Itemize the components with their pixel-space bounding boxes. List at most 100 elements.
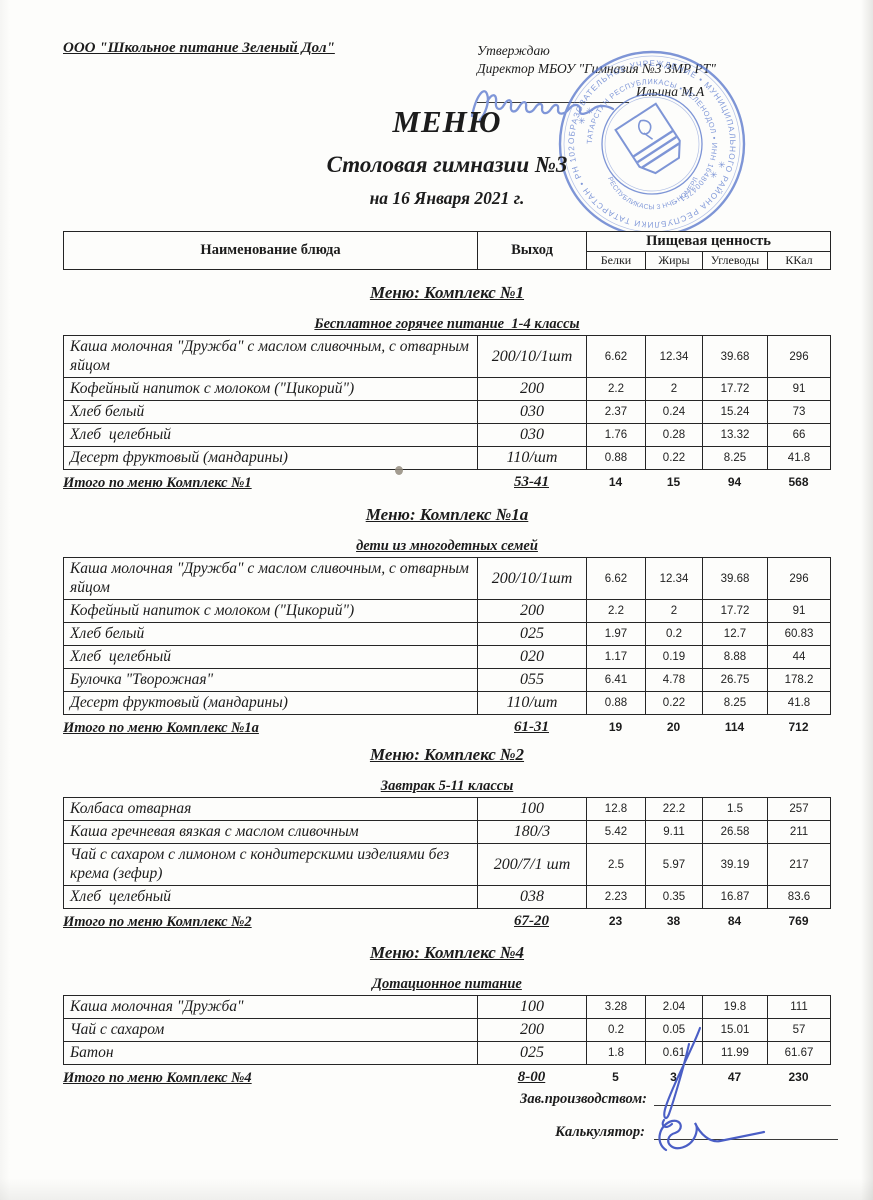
scan-speck (395, 466, 403, 475)
director-signature-scribble (470, 90, 615, 122)
protein-value: 0.88 (586, 691, 646, 715)
fat-value: 2 (645, 599, 703, 623)
dish-row: Хлеб целебный 020 1.17 0.19 8.88 44 (63, 645, 831, 669)
fat-value: 12.34 (645, 557, 703, 600)
dish-name: Хлеб белый (63, 400, 478, 424)
dish-name: Каша молочная "Дружба" с маслом сливочны… (63, 557, 478, 600)
production-manager-label: Зав.производством: (519, 1091, 647, 1107)
approver-name: Ильина М.А (636, 84, 705, 99)
dish-row: Кофейный напиток с молоком ("Цикорий") 20… (63, 599, 831, 623)
section-complex-1: Меню: Комплекс №1 Бесплатное горячее пит… (63, 283, 831, 496)
dish-name: Батон (63, 1041, 478, 1065)
total-carbs: 84 (727, 914, 742, 928)
total-label: Итого по меню Комплекс №1 (63, 475, 252, 491)
kcal-value: 83.6 (767, 885, 831, 909)
portion-output: 100 (477, 797, 587, 821)
carbs-value: 8.25 (702, 446, 768, 470)
portion-output: 020 (477, 645, 587, 669)
stamp-shield-emblem (614, 102, 681, 175)
kcal-value: 73 (767, 400, 831, 424)
dish-name: Хлеб целебный (63, 423, 478, 447)
kcal-value: 257 (767, 797, 831, 821)
total-fat: 38 (666, 914, 681, 928)
fat-value: 0.22 (645, 446, 703, 470)
kcal-value: 66 (767, 423, 831, 447)
dish-row: Хлеб белый 025 1.97 0.2 12.7 60.83 (63, 622, 831, 646)
section-title: Меню: Комплекс №1 (369, 283, 525, 302)
protein-value: 12.8 (586, 797, 646, 821)
kcal-value: 57 (767, 1018, 831, 1042)
total-kcal: 568 (788, 475, 809, 489)
portion-output: 030 (477, 400, 587, 424)
total-price: 61-31 (514, 719, 549, 735)
fat-value: 0.19 (645, 645, 703, 669)
carbs-value: 13.32 (702, 423, 768, 447)
production-manager-signature-line (654, 1105, 831, 1106)
fat-value: 0.35 (645, 885, 703, 909)
portion-output: 200/7/1 шт (477, 843, 587, 886)
fat-value: 0.2 (645, 622, 703, 646)
dish-row: Булочка "Творожная" 055 6.41 4.78 26.75 178.2 (63, 668, 831, 692)
dish-name: Каша молочная "Дружба" (63, 995, 478, 1019)
protein-value: 2.2 (586, 377, 646, 401)
dish-row: Каша молочная "Дружба" с маслом сливочны… (63, 335, 831, 378)
kcal-value: 217 (767, 843, 831, 886)
approve-director-line: Директор МБОУ "Гимназия №3 ЗМР РТ" (477, 61, 716, 76)
dish-name: Хлеб целебный (63, 645, 478, 669)
section-total-row: Итого по меню Комплекс №1 53-41 14 15 94… (63, 472, 831, 496)
section-complex-2: Меню: Комплекс №2 Завтрак 5-11 классы Ко… (63, 745, 831, 935)
kcal-value: 41.8 (767, 691, 831, 715)
dish-name: Колбаса отварная (63, 797, 478, 821)
kcal-value: 91 (767, 599, 831, 623)
kcal-value: 41.8 (767, 446, 831, 470)
kcal-value: 61.67 (767, 1041, 831, 1065)
kcal-value: 91 (767, 377, 831, 401)
protein-value: 2.5 (586, 843, 646, 886)
fat-value: 2 (645, 377, 703, 401)
total-kcal: 712 (788, 720, 809, 734)
kcal-value: 60.83 (767, 622, 831, 646)
total-carbs: 47 (727, 1070, 742, 1084)
protein-value: 2.23 (586, 885, 646, 909)
section-complex-1a: Меню: Комплекс №1а дети из многодетных с… (63, 505, 831, 741)
calculator-signature-line (654, 1139, 838, 1140)
carbs-value: 15.24 (702, 400, 768, 424)
menu-table: Колбаса отварная 100 12.8 22.2 1.5 257 Каша гр… (63, 797, 831, 909)
total-kcal: 769 (788, 914, 809, 928)
total-carbs: 94 (727, 475, 742, 489)
protein-value: 5.42 (586, 820, 646, 844)
portion-output: 100 (477, 995, 587, 1019)
fat-value: 4.78 (645, 668, 703, 692)
carbs-value: 8.25 (702, 691, 768, 715)
fat-value: 0.28 (645, 423, 703, 447)
protein-value: 6.41 (586, 668, 646, 692)
dish-row: Хлеб целебный 030 1.76 0.28 13.32 66 (63, 423, 831, 447)
protein-value: 1.17 (586, 645, 646, 669)
carbs-column-header: Углеводы (702, 251, 768, 270)
org-name: ООО "Школьное питание Зеленый Дол" (63, 40, 335, 56)
carbs-value: 17.72 (702, 599, 768, 623)
carbs-value: 16.87 (702, 885, 768, 909)
dish-name: Чай с сахаром (63, 1018, 478, 1042)
dish-row: Каша гречневая вязкая с маслом сливочным… (63, 820, 831, 844)
protein-value: 2.37 (586, 400, 646, 424)
page-title: МЕНЮ (392, 104, 502, 139)
menu-date: на 16 Января 2021 г. (369, 188, 525, 208)
carbs-value: 19.8 (702, 995, 768, 1019)
menu-table: Каша молочная "Дружба" 100 3.28 2.04 19.8 111… (63, 995, 831, 1065)
total-price: 67-20 (514, 913, 549, 929)
fat-value: 12.34 (645, 335, 703, 378)
kcal-value: 111 (767, 995, 831, 1019)
dish-name: Хлеб белый (63, 622, 478, 646)
carbs-value: 26.75 (702, 668, 768, 692)
portion-output: 110/шт (477, 446, 587, 470)
dish-row: Десерт фруктовый (мандарины) 110/шт 0.88 0.… (63, 446, 831, 470)
calculator-signature-scribble (658, 1119, 766, 1152)
protein-value: 2.2 (586, 599, 646, 623)
portion-output: 025 (477, 1041, 587, 1065)
protein-column-header: Белки (586, 251, 646, 270)
dish-row: Чай с сахаром 200 0.2 0.05 15.01 57 (63, 1018, 831, 1042)
portion-output: 025 (477, 622, 587, 646)
carbs-value: 39.68 (702, 335, 768, 378)
